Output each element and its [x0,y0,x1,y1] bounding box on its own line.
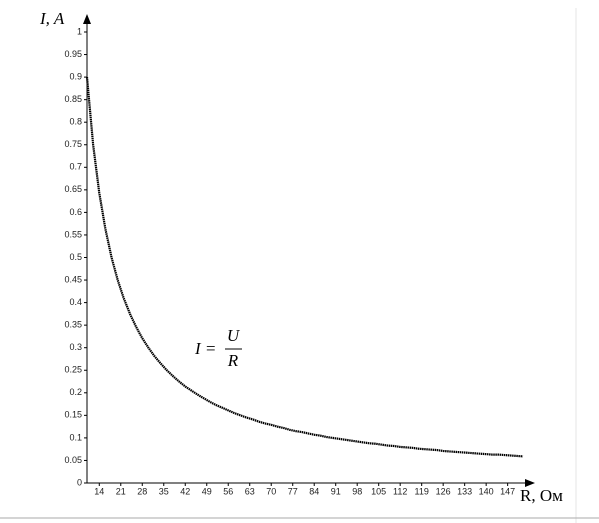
x-tick-label: 84 [309,486,319,496]
x-tick-label: 91 [331,486,341,496]
y-tick-label: 0.35 [64,320,82,330]
x-tick-label: 140 [479,486,494,496]
x-tick-label: 77 [288,486,298,496]
x-tick-label: 119 [414,486,428,496]
y-tick-label: 0.1 [69,432,82,442]
y-tick-label: 0.2 [69,387,82,397]
x-tick-label: 35 [159,486,169,496]
formula-numerator: U [227,326,241,345]
y-tick-label: 1 [77,26,82,36]
y-tick-label: 0.7 [69,162,82,172]
y-tick-label: 0.8 [69,117,82,127]
x-arrow [525,479,535,487]
x-tick-label: 98 [352,486,362,496]
x-tick-label: 70 [266,486,276,496]
y-tick-label: 0.55 [64,229,82,239]
y-tick-label: 0.75 [64,139,82,149]
y-tick-label: 0 [77,477,82,487]
x-tick-label: 14 [94,486,104,496]
y-tick-label: 0.4 [69,297,82,307]
x-tick-label: 112 [393,486,407,496]
x-tick-label: 133 [457,486,472,496]
formula-denominator: R [227,351,239,370]
x-tick-label: 49 [202,486,212,496]
x-tick-label: 147 [500,486,515,496]
x-tick-label: 28 [137,486,147,496]
x-axis-label: R, Ом [520,486,563,505]
x-tick-label: 63 [245,486,255,496]
y-tick-label: 0.6 [69,207,82,217]
y-tick-label: 0.05 [64,455,82,465]
y-tick-label: 0.15 [64,410,82,420]
y-tick-label: 0.3 [69,342,82,352]
y-tick-label: 0.45 [64,274,82,284]
x-tick-label: 42 [180,486,190,496]
formula-lhs: I = [194,339,216,358]
y-tick-label: 0.85 [64,94,82,104]
y-axis-label: I, A [39,9,65,28]
curve [85,77,524,458]
y-tick-label: 0.25 [64,365,82,375]
x-tick-label: 126 [436,486,451,496]
x-tick-label: 21 [116,486,126,496]
y-tick-label: 0.65 [64,184,82,194]
y-arrow [83,14,91,24]
x-tick-label: 56 [223,486,233,496]
y-tick-label: 0.95 [64,49,82,59]
y-tick-label: 0.9 [69,71,82,81]
y-tick-label: 0.5 [69,252,82,262]
x-tick-label: 105 [371,486,386,496]
